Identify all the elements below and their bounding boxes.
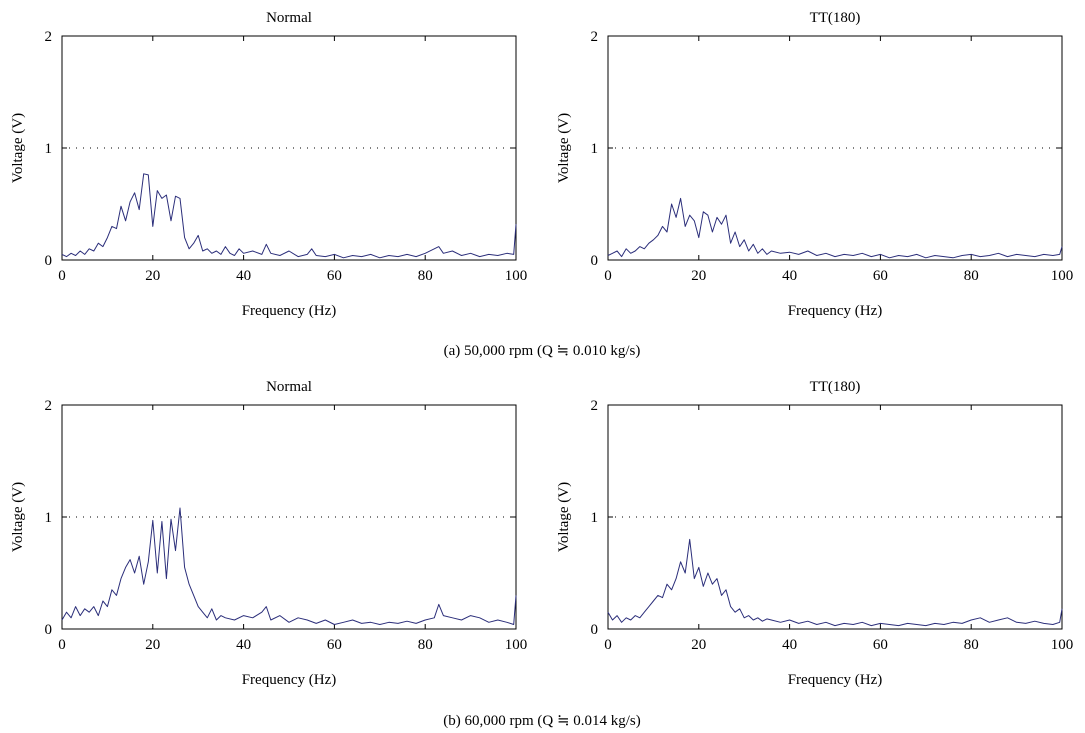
chart-title: Normal <box>266 10 312 26</box>
x-tick-label: 100 <box>505 268 528 284</box>
x-tick-label: 40 <box>782 268 797 284</box>
y-axis-label: Voltage (V) <box>556 482 572 552</box>
x-tick-label: 100 <box>1051 268 1074 284</box>
x-tick-label: 60 <box>327 268 342 284</box>
x-tick-label: 20 <box>145 268 160 284</box>
x-tick-label: 60 <box>327 637 342 653</box>
x-tick-label: 40 <box>236 268 251 284</box>
x-axis-label: Frequency (Hz) <box>788 672 883 688</box>
y-tick-label: 2 <box>45 29 53 45</box>
chart-title: TT(180) <box>810 10 861 26</box>
y-tick-label: 0 <box>45 622 53 638</box>
x-tick-label: 100 <box>505 637 528 653</box>
x-tick-label: 60 <box>873 637 888 653</box>
y-tick-label: 0 <box>591 622 599 638</box>
x-tick-label: 0 <box>58 268 66 284</box>
x-tick-label: 20 <box>691 268 706 284</box>
chart-panel-a-tt180: 0 20 40 60 80 100 0 1 2 TT(180) Frequency (Hz) Volt… <box>556 10 1073 319</box>
x-tick-label: 80 <box>964 268 979 284</box>
chart-panel-a-normal: 0 20 40 60 80 100 0 1 2 Normal Frequency (Hz) Volta… <box>10 10 527 319</box>
x-tick-label: 60 <box>873 268 888 284</box>
y-tick-label: 0 <box>45 253 53 269</box>
series-line-0 <box>61 507 517 625</box>
x-tick-label: 80 <box>418 637 433 653</box>
x-tick-label: 0 <box>604 637 612 653</box>
y-tick-label: 0 <box>591 253 599 269</box>
caption-a: (a) 50,000 rpm (Q ≒ 0.010 kg/s) <box>444 343 641 359</box>
x-tick-label: 80 <box>964 637 979 653</box>
x-tick-label: 20 <box>691 637 706 653</box>
x-tick-label: 40 <box>782 637 797 653</box>
y-tick-label: 1 <box>591 510 599 526</box>
x-axis-label: Frequency (Hz) <box>242 672 337 688</box>
series-line-0 <box>61 173 517 259</box>
y-axis-label: Voltage (V) <box>556 113 572 183</box>
x-tick-label: 20 <box>145 637 160 653</box>
x-tick-label: 0 <box>604 268 612 284</box>
series-line-0 <box>607 538 1063 627</box>
x-tick-label: 80 <box>418 268 433 284</box>
y-tick-label: 1 <box>45 141 53 157</box>
series-line-0 <box>607 197 1063 259</box>
caption-b: (b) 60,000 rpm (Q ≒ 0.014 kg/s) <box>443 713 641 729</box>
x-axis-label: Frequency (Hz) <box>242 303 337 319</box>
x-tick-label: 40 <box>236 637 251 653</box>
y-axis-label: Voltage (V) <box>10 113 26 183</box>
y-tick-label: 2 <box>591 398 599 414</box>
y-tick-label: 2 <box>45 398 53 414</box>
x-axis-label: Frequency (Hz) <box>788 303 883 319</box>
y-axis-label: Voltage (V) <box>10 482 26 552</box>
chart-title: TT(180) <box>810 379 861 395</box>
chart-panel-b-tt180: 0 20 40 60 80 100 0 1 2 TT(180) Frequency (Hz) Volt… <box>556 379 1073 688</box>
x-tick-label: 100 <box>1051 637 1074 653</box>
y-tick-label: 1 <box>45 510 53 526</box>
y-tick-label: 1 <box>591 141 599 157</box>
x-tick-label: 0 <box>58 637 66 653</box>
chart-panel-b-normal: 0 20 40 60 80 100 0 1 2 Normal Frequency (Hz) Volta… <box>10 379 527 688</box>
y-tick-label: 2 <box>591 29 599 45</box>
chart-title: Normal <box>266 379 312 395</box>
